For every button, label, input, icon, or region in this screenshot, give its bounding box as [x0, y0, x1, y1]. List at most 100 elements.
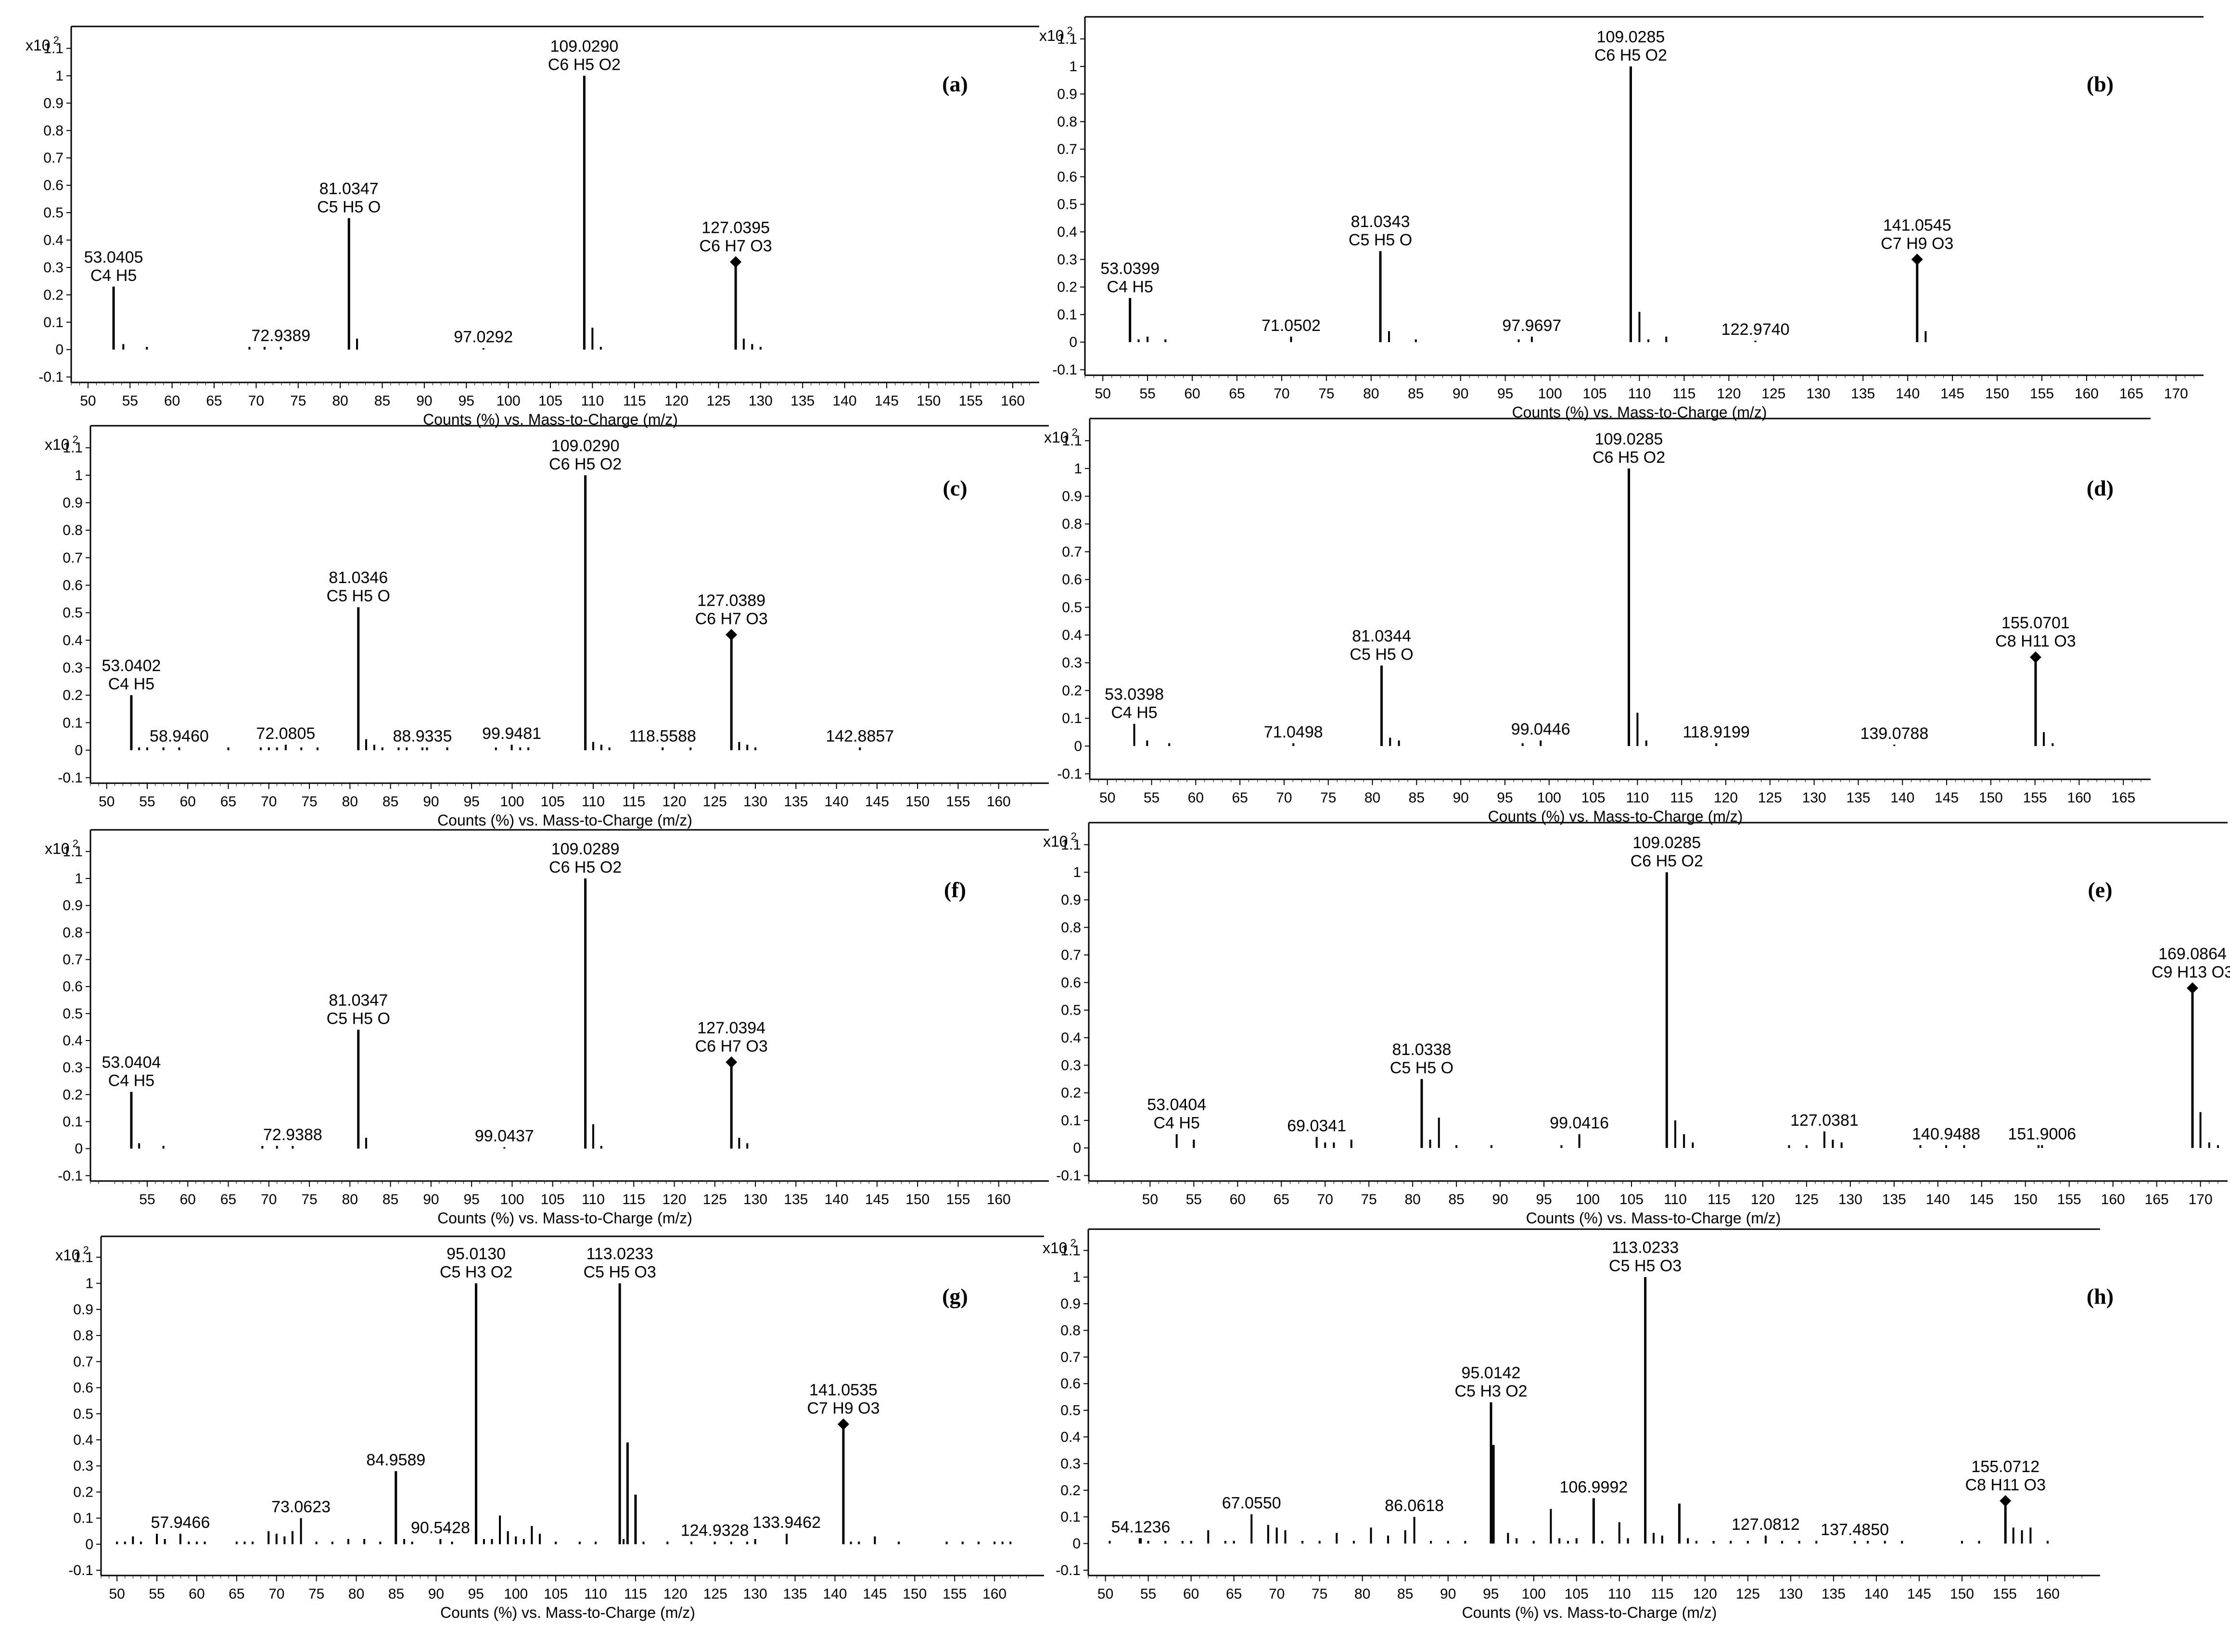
spectrum-peak — [618, 1283, 621, 1544]
peak-mass-label: 53.0398 — [1105, 686, 1164, 704]
spectrum-peak — [1815, 1541, 1818, 1544]
peak-mass-label: 133.9462 — [752, 1513, 821, 1532]
x-tick-label: 105 — [538, 393, 562, 409]
spectrum-peak — [268, 747, 270, 750]
y-tick-label: 0.7 — [43, 150, 64, 166]
peak-mass-label: 139.0788 — [1860, 724, 1928, 743]
x-tick-label: 145 — [1935, 790, 1959, 806]
x-tick-label: 115 — [1708, 1192, 1731, 1207]
spectrum-peak — [592, 742, 594, 750]
spectrum-peak — [666, 1541, 669, 1544]
x-tick-label: 120 — [664, 393, 688, 409]
x-tick-label: 65 — [220, 1192, 236, 1207]
x-tick-label: 100 — [504, 1586, 528, 1602]
x-tick-label: 55 — [1186, 1192, 1202, 1207]
spectrum-peak — [1618, 1522, 1620, 1544]
spectrum-peak — [1665, 336, 1668, 343]
y-tick-label: 0 — [1074, 738, 1082, 754]
x-tick-label: 75 — [290, 393, 306, 409]
x-tick-label: 115 — [622, 1192, 645, 1207]
spectrum-peak — [495, 747, 497, 750]
x-tick-label: 135 — [784, 794, 808, 810]
spectrum-peak — [1301, 1541, 1304, 1544]
peak-mass-label: 97.0292 — [454, 328, 513, 346]
spectrum-peak — [1674, 1120, 1676, 1148]
y-tick-label: 0.7 — [63, 550, 83, 566]
x-tick-label: 65 — [229, 1586, 244, 1602]
spectrum-peak — [421, 747, 423, 750]
spectrum-peak — [1379, 251, 1382, 343]
spectrum-peak — [994, 1541, 996, 1544]
y-tick-label: 0.2 — [43, 287, 64, 303]
x-tick-label: 75 — [308, 1586, 324, 1602]
spectrum-peak — [1352, 1541, 1355, 1544]
peak-mass-label: 127.0394 — [697, 1019, 765, 1037]
x-tick-label: 90 — [1453, 386, 1468, 402]
y-multiplier-exponent: 2 — [1071, 830, 1077, 842]
spectrum-peak — [515, 1536, 517, 1544]
x-tick-label: 115 — [622, 794, 645, 810]
x-tick-label: 80 — [1363, 386, 1379, 402]
spectrum-peak — [347, 1539, 350, 1544]
peak-mass-label: 122.9740 — [1721, 320, 1790, 339]
peak-mass-label: 53.0404 — [1147, 1096, 1206, 1114]
x-tick-label: 80 — [1354, 1586, 1370, 1602]
x-tick-label: 70 — [268, 1586, 284, 1602]
peak-mass-label: 72.9389 — [251, 327, 310, 345]
peak-mass-label: 53.0404 — [102, 1054, 161, 1072]
precursor-marker — [726, 629, 738, 641]
x-tick-label: 60 — [1230, 1192, 1246, 1207]
spectrum-peak — [1540, 740, 1542, 746]
panel-letter: (h) — [2087, 1284, 2114, 1309]
spectrum-peak — [439, 1539, 442, 1544]
peak-mass-label: 113.0233 — [1612, 1239, 1679, 1257]
y-tick-label: 0.4 — [1062, 627, 1082, 643]
x-tick-label: 120 — [1717, 386, 1741, 402]
x-tick-label: 90 — [423, 794, 439, 810]
spectrum-peak — [451, 1541, 453, 1544]
spectrum-peak — [1647, 339, 1650, 343]
y-tick-label: -0.1 — [1056, 1563, 1081, 1578]
x-tick-label: 165 — [2119, 386, 2143, 402]
spectrum-peak — [690, 1541, 693, 1544]
spectrum-peak — [395, 1471, 397, 1544]
peak-formula-label: C5 H5 O3 — [1609, 1257, 1682, 1275]
peak-formula-label: C6 H5 O2 — [1594, 46, 1667, 64]
y-tick-label: 0.9 — [1060, 1296, 1081, 1312]
spectrum-peak — [1961, 1541, 1963, 1544]
spectrum-peak — [363, 1539, 366, 1544]
y-tick-label: 1.1 — [1060, 1243, 1081, 1258]
x-tick-label: 155 — [2030, 386, 2054, 402]
spectrum-peak — [1224, 1541, 1226, 1544]
spectrum-peak — [584, 878, 587, 1149]
x-tick-label: 130 — [1806, 386, 1830, 402]
spectrum-peak — [2038, 1145, 2040, 1148]
spectrum-peak — [1147, 1541, 1149, 1544]
spectrum-peak — [1370, 1527, 1372, 1544]
x-tick-label: 60 — [1184, 386, 1200, 402]
spectrum-peak — [1754, 341, 1757, 343]
x-tick-label: 155 — [946, 794, 970, 810]
spectrum-peak — [874, 1536, 876, 1544]
spectrum-peak — [1009, 1541, 1012, 1544]
y-multiplier-exponent: 2 — [83, 1244, 89, 1256]
peak-mass-label: 53.0399 — [1100, 260, 1160, 278]
peak-mass-label: 81.0338 — [1392, 1041, 1452, 1059]
peak-formula-label: C6 H7 O3 — [695, 610, 768, 628]
y-tick-label: 1.1 — [63, 844, 83, 860]
x-tick-label: 70 — [1317, 1192, 1333, 1207]
spectrum-peak — [122, 344, 125, 350]
spectrum-peak — [599, 347, 602, 350]
x-tick-label: 160 — [987, 1192, 1011, 1207]
x-tick-label: 105 — [541, 794, 565, 810]
spectrum-peak — [503, 1147, 506, 1149]
x-tick-label: 90 — [428, 1586, 444, 1602]
y-tick-label: 0.2 — [63, 687, 83, 703]
spectrum-peak — [268, 1531, 270, 1544]
x-tick-label: 80 — [342, 1192, 358, 1207]
y-tick-label: 0.4 — [1057, 224, 1077, 240]
spectrum-peak — [1924, 331, 1927, 343]
x-tick-label: 155 — [1993, 1586, 2017, 1602]
